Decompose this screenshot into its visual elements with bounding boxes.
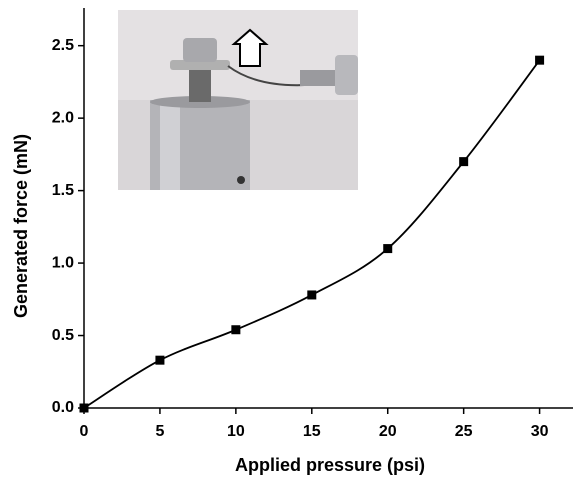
marker [307,290,317,300]
marker [459,157,469,167]
marker [155,355,165,365]
marker [231,325,241,335]
marker [383,244,393,254]
y-tick-label: 1.0 [52,254,74,271]
x-tick-label: 20 [379,423,397,440]
y-tick-label: 1.5 [52,182,74,199]
y-axis-title: Generated force (mN) [11,134,31,318]
x-axis-title: Applied pressure (psi) [235,455,425,475]
y-tick-label: 2.5 [52,37,74,54]
x-tick-label: 5 [155,423,164,440]
marker [535,55,545,65]
y-tick-label: 0.0 [52,399,74,416]
y-tick-label: 0.5 [52,327,74,344]
marker [79,403,89,413]
x-tick-label: 15 [303,423,321,440]
x-tick-label: 10 [227,423,245,440]
x-tick-label: 30 [531,423,549,440]
x-tick-label: 0 [80,423,89,440]
inset-photo [118,10,358,190]
y-tick-label: 2.0 [52,109,74,126]
x-tick-label: 25 [455,423,473,440]
